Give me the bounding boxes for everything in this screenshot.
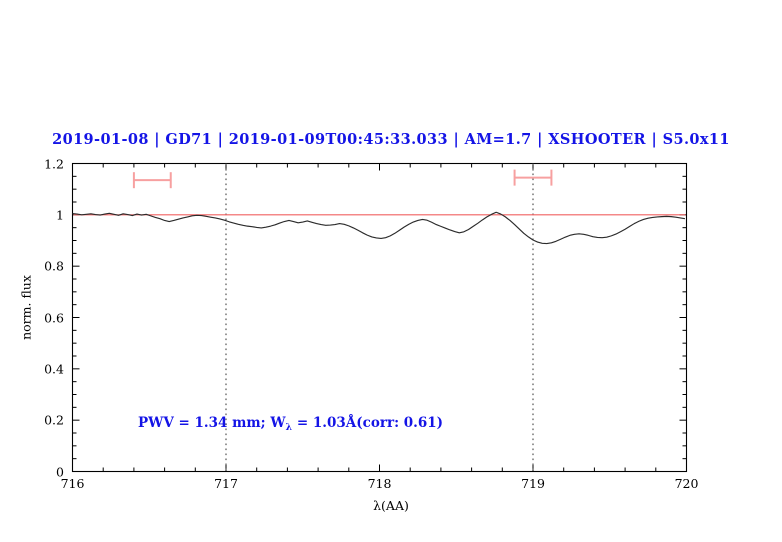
plot-title: 2019-01-08 | GD71 | 2019-01-09T00:45:33.… — [52, 131, 730, 148]
x-axis-label: λ(AA) — [373, 498, 409, 513]
measurement-annotation: PWV = 1.34 mm; Wλ = 1.03Å(corr: 0.61) — [138, 415, 443, 433]
y-tick-label: 0.4 — [44, 361, 64, 377]
range-bar-right — [513, 169, 553, 186]
y-tick-label: 1.2 — [44, 156, 64, 171]
y-tick-label: 1 — [56, 207, 64, 223]
annotation-prefix: PWV = 1.34 mm; W — [138, 415, 286, 431]
annotation-subscript: λ — [285, 422, 293, 433]
y-tick-label: 0.2 — [44, 412, 64, 428]
x-tick-label: 719 — [521, 476, 545, 491]
x-tick-label: 716 — [60, 476, 85, 491]
x-tick-label: 717 — [214, 476, 238, 491]
spectrum-line — [72, 211, 686, 245]
annotation-suffix: = 1.03Å(corr: 0.61) — [292, 415, 444, 431]
y-tick-label: 0.8 — [44, 258, 64, 274]
y-tick-label: 0 — [56, 464, 64, 479]
y-tick-label: 0.6 — [44, 310, 64, 325]
x-tick-label: 718 — [367, 476, 392, 491]
range-bar-left — [132, 172, 172, 189]
x-tick-label: 720 — [674, 476, 699, 491]
plot-frame — [71, 162, 688, 473]
